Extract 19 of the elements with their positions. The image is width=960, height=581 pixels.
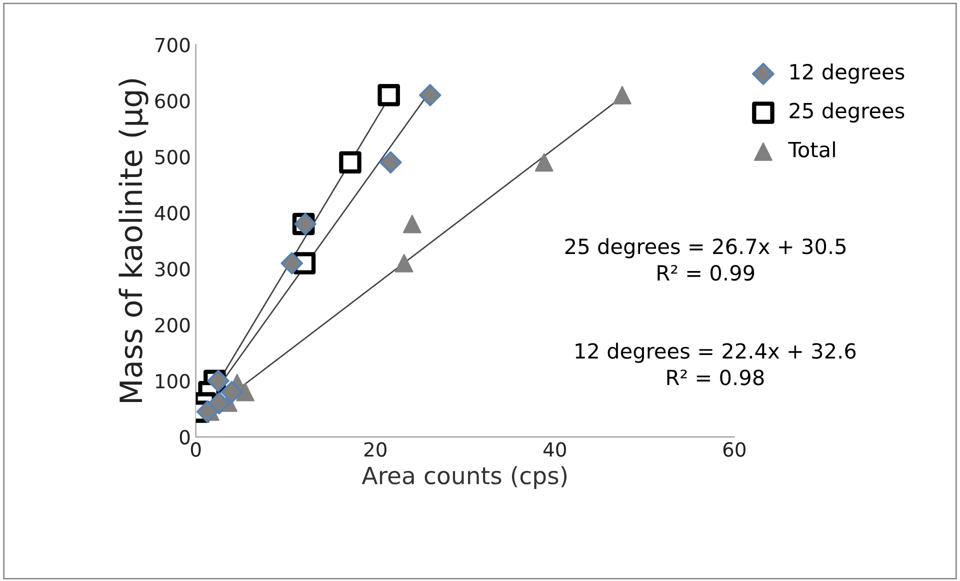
annotation: 12 degrees = 22.4x + 32.6 R² = 0.98 [576, 342, 856, 386]
y-tick-label: 0 [180, 430, 190, 445]
y-tick-label: 200 [155, 318, 190, 333]
y-tick-label: 400 [154, 206, 190, 220]
y-tick-label: 700 [155, 38, 190, 52]
y-tick-label: 600 [155, 94, 190, 108]
y-tick-label: 300 [155, 262, 190, 276]
y-tick-label: 500 [155, 150, 190, 164]
x-tick-label: 60 [723, 442, 746, 457]
x-tick-label: 20 [364, 442, 386, 457]
y-tick-label: 100 [156, 374, 190, 389]
legend-label: Total [788, 141, 835, 158]
x-tick-label: 0 [190, 442, 201, 457]
legend-label: 12 degrees [790, 63, 904, 84]
x-tick-label: 40 [543, 442, 566, 457]
y-axis-title: Mass of kaolinite (µg) [118, 79, 148, 402]
x-axis-title: Area counts (cps) [362, 466, 567, 489]
legend-label: 25 degrees [790, 102, 904, 123]
annotation: 25 degrees = 26.7x + 30.5 R² = 0.99 [565, 238, 846, 281]
